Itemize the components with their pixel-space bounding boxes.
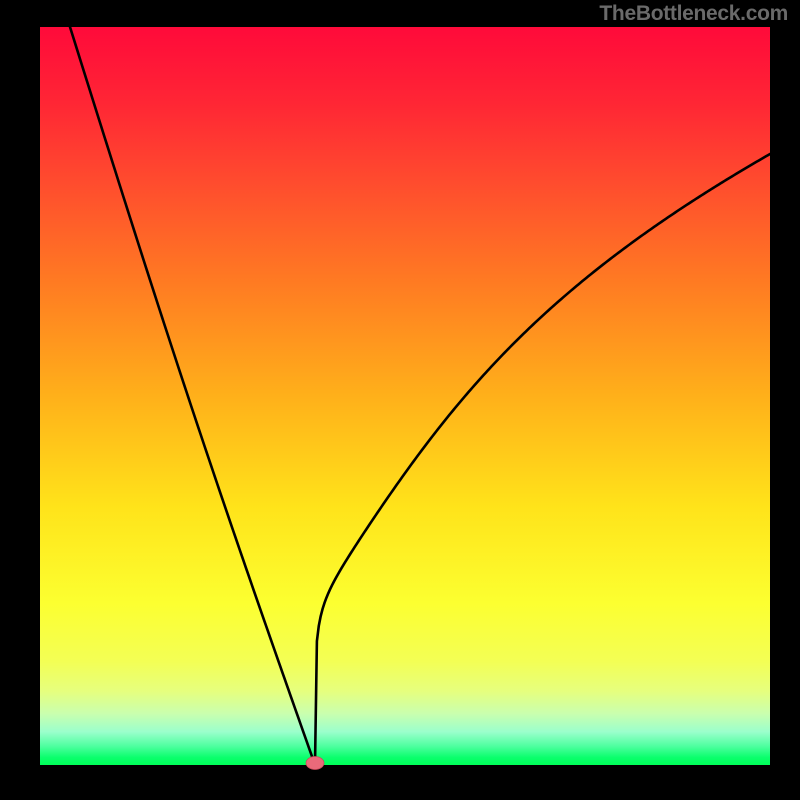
watermark-text: TheBottleneck.com <box>599 2 788 26</box>
bottleneck-chart <box>0 0 800 800</box>
